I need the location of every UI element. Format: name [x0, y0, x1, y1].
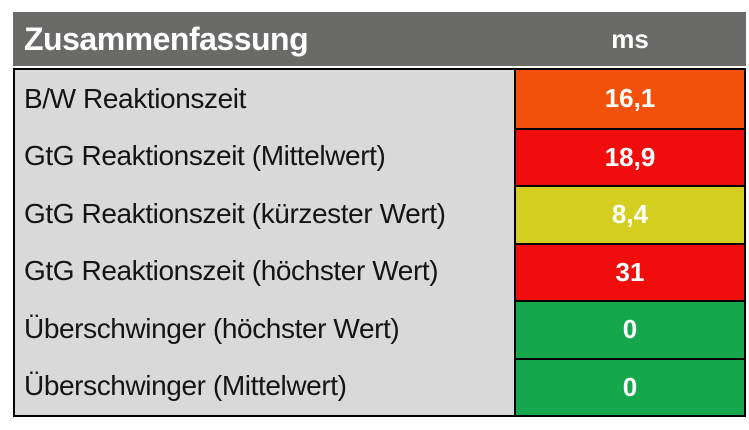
table-row: GtG Reaktionszeit (Mittelwert) 18,9 — [15, 127, 744, 185]
row-value: 31 — [514, 242, 744, 300]
unit-column-header: ms — [611, 23, 649, 54]
row-value: 18,9 — [514, 127, 744, 185]
row-value: 0 — [514, 300, 744, 358]
table-title: Zusammenfassung — [24, 20, 309, 57]
table-row: GtG Reaktionszeit (kürzester Wert) 8,4 — [15, 185, 744, 243]
row-label: GtG Reaktionszeit (kürzester Wert) — [24, 197, 446, 229]
row-value: 8,4 — [514, 185, 744, 243]
table-row: GtG Reaktionszeit (höchster Wert) 31 — [15, 242, 744, 300]
row-label: Überschwinger (Mittelwert) — [24, 370, 347, 402]
row-label: Überschwinger (höchster Wert) — [24, 312, 400, 344]
table-row: Überschwinger (Mittelwert) 0 — [15, 357, 744, 415]
row-label: B/W Reaktionszeit — [24, 82, 246, 114]
summary-table: Zusammenfassung ms B/W Reaktionszeit 16,… — [13, 12, 746, 417]
row-value: 16,1 — [514, 70, 744, 128]
row-label: GtG Reaktionszeit (Mittelwert) — [24, 140, 386, 172]
table-row: Überschwinger (höchster Wert) 0 — [15, 300, 744, 358]
table-body: B/W Reaktionszeit 16,1 GtG Reaktionszeit… — [13, 68, 746, 417]
table-header: Zusammenfassung ms — [13, 12, 746, 66]
row-value: 0 — [514, 357, 744, 415]
row-label: GtG Reaktionszeit (höchster Wert) — [24, 255, 439, 287]
table-row: B/W Reaktionszeit 16,1 — [15, 70, 744, 128]
